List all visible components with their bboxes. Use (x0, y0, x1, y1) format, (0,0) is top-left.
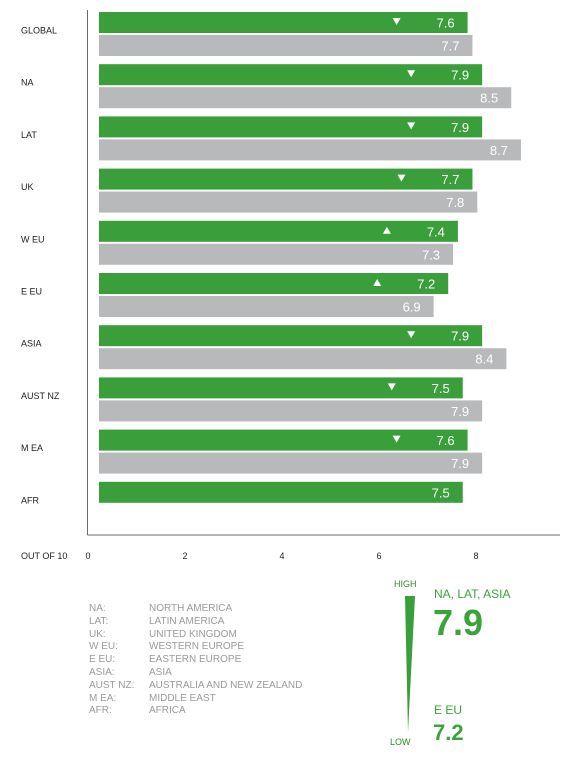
legend-full: WESTERN EUROPE (149, 641, 245, 653)
legend-full: MIDDLE EAST (149, 692, 216, 704)
trend-down-icon (387, 383, 396, 391)
trend-down-icon (392, 435, 401, 443)
value-label-green: 7.9 (451, 68, 469, 83)
bar-green (99, 116, 483, 138)
key-low-value: 7.2 (433, 720, 464, 745)
legend-row: UK: UNITED KINGDOM (89, 629, 302, 642)
bar-gray (99, 35, 473, 56)
category-label: W EU (21, 234, 45, 244)
key-low-label: LOW (390, 737, 411, 747)
legend-row: LAT: LATIN AMERICA (89, 616, 302, 629)
legend-row: M EA: MIDDLE EAST (89, 693, 302, 706)
x-tick-label: 0 (85, 551, 90, 561)
high-low-wedge-icon (405, 596, 415, 732)
legend-full: AUSTRALIA AND NEW ZEALAND (149, 679, 303, 691)
bar-gray (99, 243, 454, 265)
legend-abbr: E EU: (89, 654, 116, 666)
legend-row: ASIA: ASIA (89, 667, 302, 680)
legend-row: W EU: WESTERN EUROPE (89, 641, 302, 654)
legend-full: AFRICA (149, 705, 186, 717)
value-label-gray: 7.9 (451, 404, 469, 419)
category-label: NA (21, 78, 34, 88)
key-high-regions: NA, LAT, ASIA (434, 587, 511, 601)
bar-gray (99, 400, 483, 422)
value-label-green: 7.9 (451, 120, 469, 135)
value-label-gray: 8.5 (480, 91, 498, 106)
value-label-green: 7.2 (417, 277, 435, 292)
bar-green (99, 168, 473, 190)
legend-full: UNITED KINGDOM (149, 628, 237, 640)
bar-green (99, 429, 468, 451)
value-label-gray: 6.9 (403, 300, 421, 315)
legend-row: AFR: AFRICA (89, 705, 302, 718)
bar-green (99, 12, 468, 33)
trend-down-icon (407, 331, 416, 339)
category-label: LAT (21, 130, 37, 140)
bar-green (99, 377, 463, 399)
bar-gray (99, 139, 521, 161)
bar-green (99, 481, 463, 503)
trend-down-icon (407, 122, 416, 130)
legend-row: E EU: EASTERN EUROPE (89, 654, 302, 667)
category-label: GLOBAL (21, 26, 57, 36)
trend-up-icon (382, 226, 391, 234)
legend-abbr: UK: (89, 628, 106, 640)
bar-green (99, 220, 458, 242)
value-label-gray: 7.3 (422, 247, 440, 262)
legend-abbr: AUST NZ: (89, 679, 135, 691)
x-axis-label: OUT OF 10 (21, 551, 67, 561)
bar-green (99, 273, 449, 294)
bar-gray (99, 191, 478, 213)
category-label: M EA (21, 443, 43, 453)
value-label-gray: 7.9 (451, 456, 469, 471)
abbreviation-legend: NA: NORTH AMERICA LAT: LATIN AMERICA UK: UN… (89, 603, 302, 718)
legend-full: ASIA (149, 666, 172, 678)
key-low-regions: E EU (434, 703, 463, 717)
trend-up-icon (373, 279, 382, 286)
legend-abbr: AFR: (89, 705, 112, 717)
category-label: E EU (21, 287, 42, 297)
legend-full: NORTH AMERICA (149, 603, 233, 614)
value-label-green: 7.5 (432, 381, 450, 396)
legend-abbr: W EU: (89, 641, 118, 653)
bar-gray (99, 87, 512, 109)
bar-gray (99, 348, 507, 370)
value-label-green: 7.6 (437, 433, 455, 448)
legend-abbr: ASIA: (89, 666, 115, 678)
trend-down-icon (397, 174, 406, 182)
category-label: UK (21, 182, 34, 192)
value-label-green: 7.7 (441, 172, 459, 187)
legend-abbr: LAT: (89, 615, 109, 627)
legend-abbr: M EA: (89, 692, 117, 704)
value-label-green: 7.4 (427, 224, 445, 239)
x-tick-label: 6 (376, 551, 381, 561)
key-high-value: 7.9 (433, 602, 484, 643)
x-tick-label: 8 (473, 551, 478, 561)
trend-down-icon (392, 18, 401, 25)
legend-row: NA: NORTH AMERICA (89, 603, 302, 616)
value-label-green: 7.6 (437, 16, 455, 31)
trend-down-icon (407, 70, 416, 78)
legend-full: LATIN AMERICA (149, 615, 225, 627)
value-label-green: 7.9 (451, 329, 469, 344)
bar-chart: GLOBAL 7.6 7.7 NA 7.9 8.5 LAT 7.9 8.7 UK 7.7 7.8 W E… (21, 10, 560, 561)
value-label-green: 7.5 (432, 485, 450, 500)
bar-gray (99, 296, 434, 317)
bar-green (99, 64, 483, 86)
value-label-gray: 8.7 (490, 143, 508, 158)
x-tick-label: 2 (182, 551, 187, 561)
value-label-gray: 7.7 (441, 39, 459, 54)
legend-full: EASTERN EUROPE (149, 654, 242, 666)
bar-green (99, 325, 483, 347)
category-label: ASIA (21, 339, 42, 349)
x-tick-label: 4 (279, 551, 284, 561)
category-label: AFR (21, 495, 40, 505)
key-high-label: HIGH (394, 579, 417, 589)
category-label: AUST NZ (21, 391, 60, 401)
value-label-gray: 8.4 (475, 352, 493, 367)
bar-gray (99, 452, 483, 474)
legend-abbr: NA: (89, 603, 106, 614)
legend-row: AUST NZ: AUSTRALIA AND NEW ZEALAND (89, 680, 302, 693)
value-label-gray: 7.8 (446, 195, 464, 210)
